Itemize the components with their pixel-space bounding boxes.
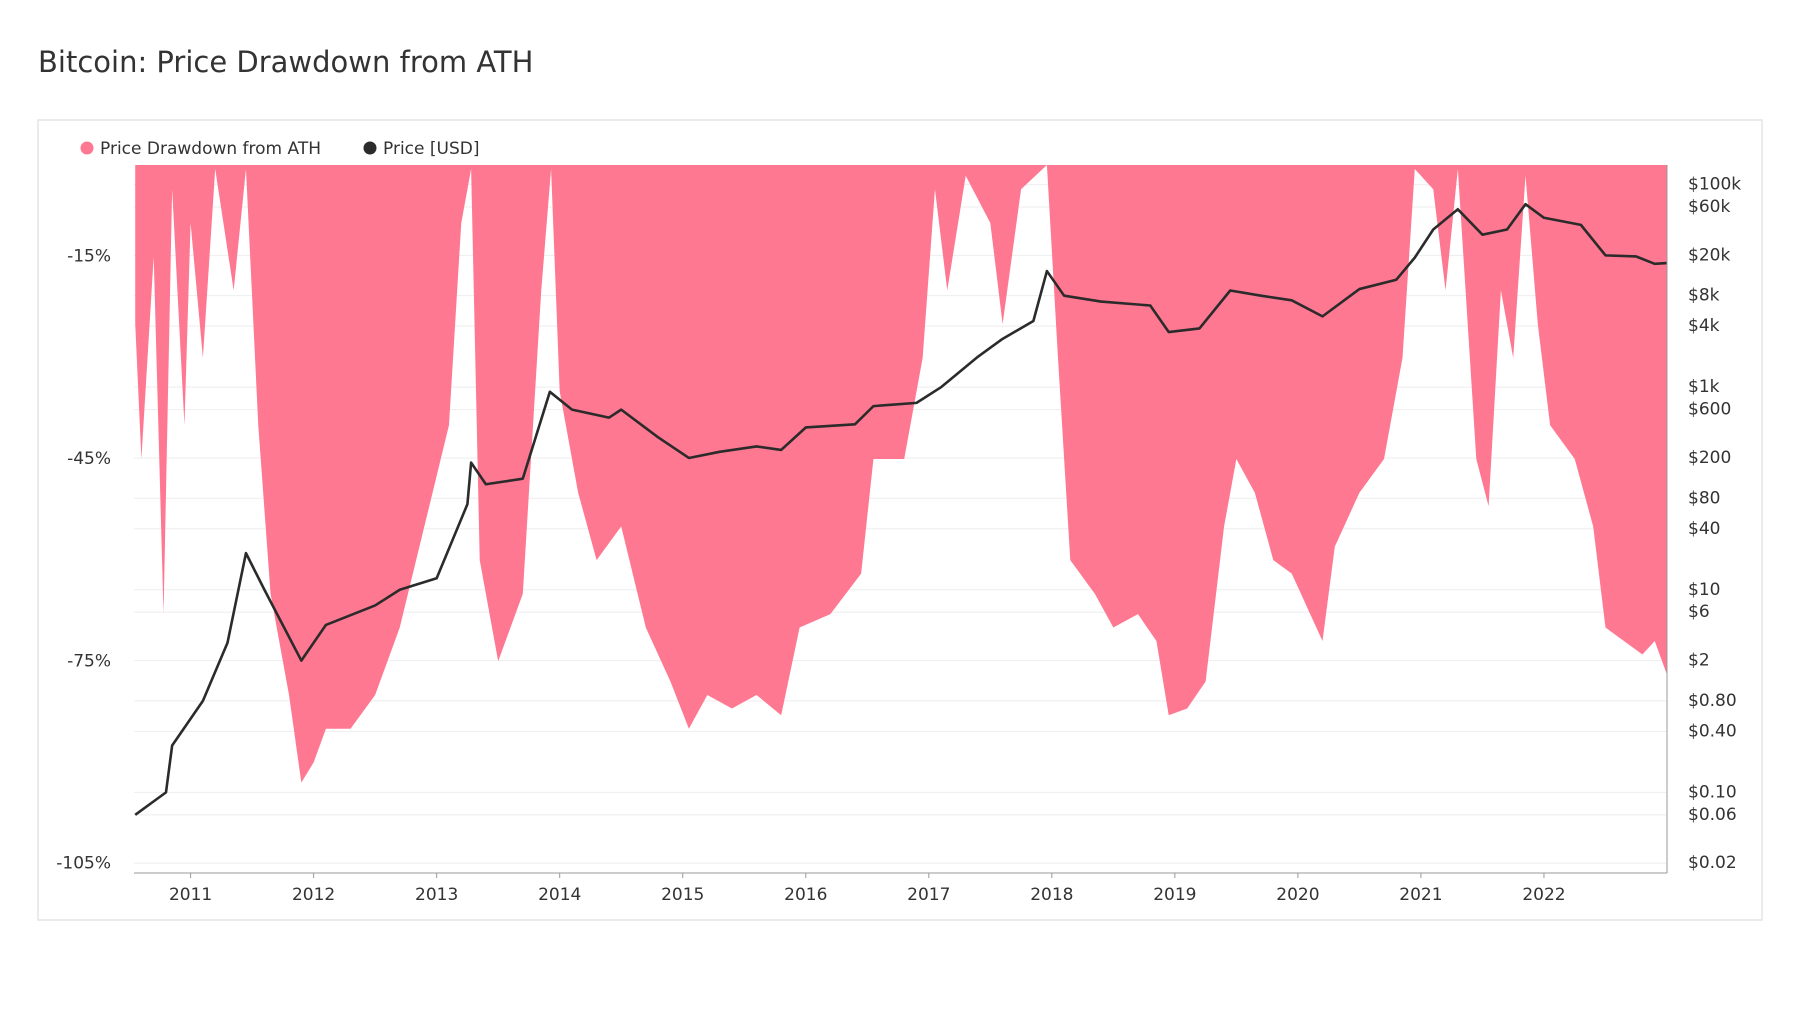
y2-tick-label: $100k <box>1688 175 1741 195</box>
y2-tick-label: $0.80 <box>1688 691 1737 711</box>
y2-tick-label: $10 <box>1688 580 1720 600</box>
drawdown-area <box>135 165 1667 783</box>
y-tick-label: -45% <box>67 449 111 469</box>
legend-swatch <box>363 141 377 155</box>
legend-label: Price Drawdown from ATH <box>100 139 321 159</box>
y2-tick-label: $600 <box>1688 400 1731 420</box>
y-tick-label: -15% <box>67 247 111 267</box>
marks <box>134 165 1668 816</box>
x-tick-label: 2012 <box>292 885 335 905</box>
x-tick-label: 2015 <box>661 885 704 905</box>
y2-tick-label: $2 <box>1688 651 1710 671</box>
y2-tick-label: $1k <box>1688 377 1720 397</box>
legend-swatch <box>80 141 94 155</box>
y2-tick-label: $60k <box>1688 197 1730 217</box>
x-tick-label: 2021 <box>1399 885 1442 905</box>
x-tick-label: 2011 <box>169 885 212 905</box>
x-tick-label: 2016 <box>784 885 827 905</box>
y-tick-label: -105% <box>56 854 111 874</box>
y2-tick-label: $0.10 <box>1688 782 1737 802</box>
chart-title: Bitcoin: Price Drawdown from ATH <box>38 45 533 79</box>
labels: $100k$60k$20k$8k$4k$1k$600$200$80$40$10$… <box>56 139 1741 905</box>
x-tick-label: 2019 <box>1153 885 1196 905</box>
y2-tick-label: $6 <box>1688 602 1710 622</box>
x-tick-label: 2018 <box>1030 885 1073 905</box>
y2-tick-label: $0.40 <box>1688 721 1737 741</box>
price-line <box>134 202 1668 816</box>
x-tick-label: 2022 <box>1522 885 1565 905</box>
y2-tick-label: $0.06 <box>1688 805 1737 825</box>
legend-label: Price [USD] <box>383 139 479 159</box>
x-tick-label: 2017 <box>907 885 950 905</box>
x-tick-label: 2020 <box>1276 885 1319 905</box>
x-tick-label: 2014 <box>538 885 581 905</box>
x-tick-label: 2013 <box>415 885 458 905</box>
y2-tick-label: $20k <box>1688 245 1730 265</box>
y2-tick-label: $40 <box>1688 519 1720 539</box>
y2-tick-label: $0.02 <box>1688 853 1737 873</box>
y2-tick-label: $8k <box>1688 286 1720 306</box>
y-tick-label: -75% <box>67 651 111 671</box>
y2-tick-label: $4k <box>1688 316 1720 336</box>
chart-frame <box>37 119 1763 921</box>
y2-tick-label: $200 <box>1688 448 1731 468</box>
y2-tick-label: $80 <box>1688 488 1720 508</box>
